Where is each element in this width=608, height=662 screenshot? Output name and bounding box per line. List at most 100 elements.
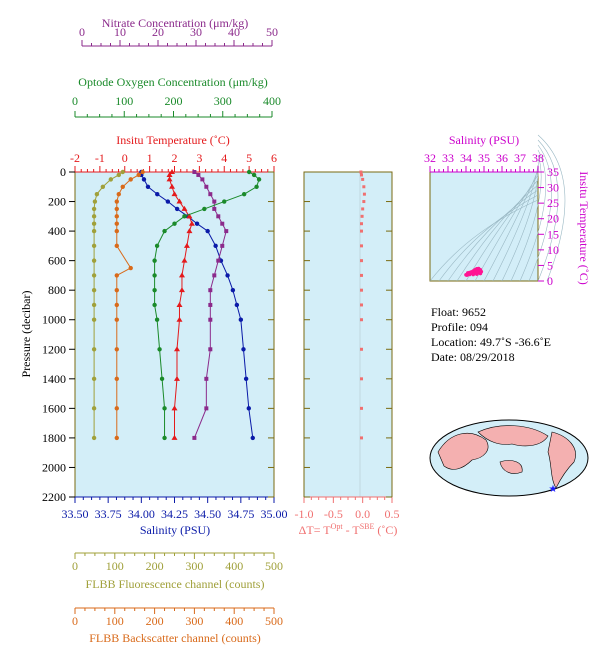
fluorescence-tick-label: 100: [106, 559, 124, 573]
data-point: [152, 302, 157, 308]
data-point: [152, 273, 157, 278]
temperature-tick-label: 3: [196, 151, 202, 165]
data-point: [91, 243, 97, 249]
ts-data-point: [475, 272, 479, 276]
data-point: [114, 214, 119, 219]
data-point: [162, 228, 167, 234]
data-point: [192, 435, 197, 440]
data-point: [114, 206, 119, 212]
series-line: [154, 171, 260, 438]
data-point: [208, 192, 213, 197]
ts_salinity-tick-label: 32: [424, 151, 436, 165]
data-point: [114, 435, 119, 441]
data-point: [128, 265, 133, 271]
location-map: ★: [429, 419, 589, 497]
data-point: [250, 435, 255, 441]
data-point: [208, 302, 213, 307]
dt-axis-label: ΔT= TOpt - TSBE (˚C): [299, 522, 398, 537]
salinity-tick-label: 35.00: [261, 507, 288, 521]
pressure-tick-label: 400: [48, 224, 66, 238]
ts-data-point: [471, 272, 476, 277]
data-point: [154, 317, 160, 322]
data-point: [91, 406, 97, 411]
data-point: [165, 199, 171, 204]
salinity-tick-label: 34.50: [194, 507, 221, 521]
pressure-tick-label: 1200: [42, 342, 66, 356]
data-point: [120, 184, 125, 189]
data-point: [114, 221, 119, 226]
data-point: [116, 191, 121, 197]
ts-temperature-axis-label: Insitu Temperature (˚C): [577, 171, 591, 285]
ts-temp-tick-label: 15: [547, 227, 559, 241]
ts_salinity-tick-label: 35: [478, 151, 490, 165]
data-point: [172, 221, 177, 226]
data-point: [91, 206, 97, 212]
ts-contour-line: [447, 189, 539, 282]
temperature-tick-label: 4: [221, 151, 227, 165]
ts_salinity-tick-label: 38: [532, 151, 544, 165]
data-point: [114, 347, 119, 352]
data-point: [114, 302, 119, 308]
data-point: [241, 347, 246, 352]
fluorescence-tick-label: 400: [225, 559, 243, 573]
ts_salinity-tick-label: 33: [442, 151, 454, 165]
dt-data-point: [359, 173, 363, 177]
ts-salinity-axis-label: Salinity (PSU): [449, 133, 519, 147]
ts-contour-line: [429, 199, 539, 282]
ts-temp-tick-label: 0: [547, 274, 553, 288]
data-point: [173, 346, 180, 352]
data-point: [208, 317, 213, 322]
data-point: [213, 243, 218, 249]
nitrate-tick-label: 20: [152, 25, 164, 39]
data-point: [100, 184, 106, 189]
oxygen-tick-label: 100: [115, 94, 133, 108]
data-point: [114, 317, 119, 322]
ts-contour-line: [438, 194, 539, 282]
ts-data-point: [467, 272, 472, 277]
data-point: [171, 434, 178, 440]
data-point: [220, 243, 225, 248]
backscatter-tick-label: 500: [265, 614, 283, 628]
ts-contour-line: [492, 164, 539, 282]
nitrate-tick-label: 0: [79, 25, 85, 39]
data-point: [91, 317, 97, 322]
info-date: Date: 08/29/2018: [431, 350, 515, 364]
data-point: [238, 317, 244, 322]
data-point: [176, 301, 183, 307]
dt-data-point: [359, 377, 363, 381]
pressure-tick-label: 1000: [42, 313, 66, 327]
pressure-axis-label: Pressure (decibar): [19, 291, 33, 378]
data-point: [225, 273, 230, 278]
data-point: [212, 206, 217, 211]
backscatter-tick-label: 400: [225, 614, 243, 628]
data-point: [155, 191, 160, 197]
data-point: [181, 205, 188, 211]
info-float: Float: 9652: [431, 305, 486, 319]
dt-data-point: [359, 273, 363, 277]
data-point: [254, 184, 259, 189]
ts-temp-tick-label: 30: [547, 181, 559, 195]
data-point: [192, 170, 197, 174]
data-point: [94, 191, 100, 197]
nitrate-tick-label: 30: [190, 25, 202, 39]
data-point: [181, 257, 188, 263]
data-point: [208, 288, 213, 293]
data-point: [169, 183, 176, 189]
dt-data-point: [359, 244, 363, 248]
dt-data-point: [359, 170, 363, 174]
data-point: [246, 406, 251, 411]
series: [91, 169, 484, 441]
data-point: [91, 435, 97, 441]
temperature-tick-label: 2: [172, 151, 178, 165]
data-point: [91, 347, 97, 352]
dt-tick-label: -0.5: [324, 507, 343, 521]
data-point: [91, 228, 97, 234]
pressure-tick-label: 800: [48, 283, 66, 297]
data-point: [173, 375, 180, 381]
temperature-tick-label: 1: [147, 151, 153, 165]
data-point: [212, 273, 217, 278]
data-point: [182, 214, 187, 219]
fluorescence-tick-label: 200: [146, 559, 164, 573]
data-point: [204, 184, 209, 189]
dt-data-point: [359, 222, 363, 226]
